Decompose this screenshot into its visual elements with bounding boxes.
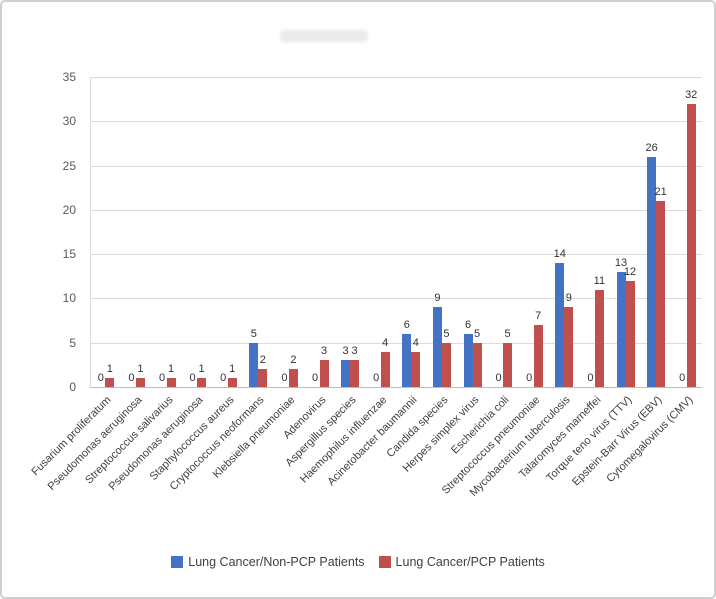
legend: Lung Cancer/Non-PCP Patients Lung Cancer/… (2, 555, 714, 569)
value-label: 5 (504, 327, 511, 340)
gridline (90, 298, 702, 300)
x-axis-line (90, 387, 702, 388)
value-label: 7 (535, 310, 542, 322)
bar-non-pcp (402, 333, 412, 387)
legend-swatch (378, 556, 391, 568)
value-label: 0 (281, 372, 288, 384)
legend-label: Lung Cancer/PCP Patients (395, 555, 545, 569)
gridline (90, 121, 702, 123)
bar-non-pcp (463, 333, 473, 387)
value-label: 1 (106, 363, 113, 376)
y-tick-label: 25 (62, 158, 76, 173)
bar-pcp (227, 378, 237, 387)
bar-pcp (656, 201, 666, 387)
bar-pcp (411, 351, 421, 387)
bar-non-pcp (647, 156, 657, 387)
gridline (90, 77, 702, 78)
bar-non-pcp (249, 342, 259, 387)
bar-pcp (686, 103, 696, 387)
value-label: 0 (311, 372, 319, 384)
value-label: 3 (351, 345, 358, 358)
bar-pcp (135, 378, 145, 387)
bar-non-pcp (341, 360, 351, 387)
bar-pcp (258, 369, 268, 387)
value-label: 0 (587, 372, 594, 384)
bar-pcp (197, 378, 207, 387)
y-axis-line (90, 77, 91, 387)
value-label: 1 (137, 363, 144, 376)
value-label: 0 (220, 372, 227, 384)
value-label: 1 (229, 363, 236, 376)
value-label: 2 (259, 354, 266, 367)
value-label: 0 (128, 372, 135, 384)
bar-pcp (105, 378, 115, 387)
bar-pcp (319, 360, 329, 387)
y-tick-label: 15 (62, 247, 76, 262)
bar-pcp (594, 289, 604, 387)
value-label: 6 (464, 318, 472, 331)
value-label: 12 (623, 265, 637, 278)
plot-area: 0 5 10 15 20 25 30 35 0 1 Fusarium proliferatum 0 1 P… (30, 70, 702, 499)
bar-pcp (288, 369, 298, 387)
legend-label: Lung Cancer/Non-PCP Patients (188, 555, 365, 569)
gridline (90, 254, 702, 256)
bar-pcp (350, 360, 360, 387)
value-label: 3 (320, 345, 328, 358)
value-label: 0 (97, 372, 104, 384)
y-tick-label: 0 (69, 380, 76, 394)
bar-non-pcp (616, 271, 626, 387)
value-label: 5 (443, 327, 450, 340)
value-label: 6 (403, 318, 410, 331)
value-label: 0 (189, 372, 196, 384)
value-label: 32 (685, 88, 698, 101)
value-label: 14 (553, 248, 566, 260)
bar-pcp (564, 307, 574, 387)
bar-pcp (625, 280, 635, 387)
value-label: 21 (654, 186, 667, 198)
value-label: 0 (679, 372, 686, 384)
value-label: 0 (373, 372, 380, 384)
value-label: 1 (167, 363, 175, 376)
bar-non-pcp (555, 263, 565, 387)
legend-swatch (171, 556, 184, 568)
value-label: 4 (382, 336, 389, 349)
value-label: 2 (290, 354, 297, 367)
y-tick-label: 10 (62, 291, 76, 306)
bar-non-pcp (432, 307, 442, 387)
bar-pcp (533, 325, 543, 387)
faded-title-artifact (280, 30, 368, 42)
value-label: 1 (198, 363, 205, 376)
gridline (90, 342, 702, 344)
gridline (90, 209, 702, 211)
value-label: 26 (645, 141, 658, 154)
bar-pcp (380, 351, 390, 387)
legend-item: Lung Cancer/PCP Patients (378, 555, 545, 569)
bar-pcp (503, 342, 513, 387)
y-tick-label: 30 (62, 114, 76, 129)
y-tick-label: 5 (69, 335, 76, 350)
value-label: 0 (158, 372, 166, 384)
value-label: 13 (614, 256, 628, 269)
y-tick-label: 35 (62, 70, 76, 84)
value-label: 0 (526, 372, 533, 384)
gridline (90, 165, 702, 167)
value-label: 0 (495, 372, 502, 384)
value-label: 5 (250, 327, 257, 340)
value-label: 11 (593, 274, 606, 287)
bar-pcp (472, 342, 482, 387)
y-tick-label: 20 (62, 202, 76, 217)
value-label: 5 (473, 327, 481, 340)
value-label: 4 (412, 336, 419, 349)
bar-pcp (441, 342, 451, 387)
legend-item: Lung Cancer/Non-PCP Patients (171, 555, 365, 569)
value-label: 9 (434, 292, 441, 305)
bar-pcp (166, 378, 176, 387)
value-label: 3 (342, 345, 349, 358)
value-label: 9 (565, 292, 572, 305)
